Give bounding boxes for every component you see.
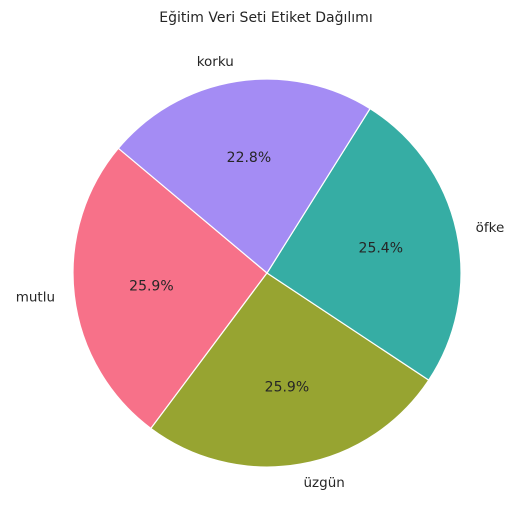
pie-slice-korku xyxy=(117,78,371,274)
category-label-üzgün: üzgün xyxy=(304,475,345,491)
category-label-korku: korku xyxy=(197,54,234,70)
pie-slice-öfke xyxy=(266,108,462,381)
pie-slice-mutlu xyxy=(72,147,268,430)
pie-slice-üzgün xyxy=(150,272,430,468)
percent-label-üzgün: 25.9% xyxy=(265,380,309,396)
percent-label-mutlu: 25.9% xyxy=(129,278,173,294)
category-label-öfke: öfke xyxy=(476,220,505,236)
percent-label-öfke: 25.4% xyxy=(359,240,403,256)
pie-slices xyxy=(72,78,462,468)
percent-label-korku: 22.8% xyxy=(227,150,271,166)
chart-title: Eğitim Veri Seti Etiket Dağılımı xyxy=(159,10,372,26)
pie-labels: mutlu 25.9% üzgün 25.9% öfke 25.4% korku 22.8% xyxy=(16,54,505,491)
category-label-mutlu: mutlu xyxy=(16,290,55,306)
